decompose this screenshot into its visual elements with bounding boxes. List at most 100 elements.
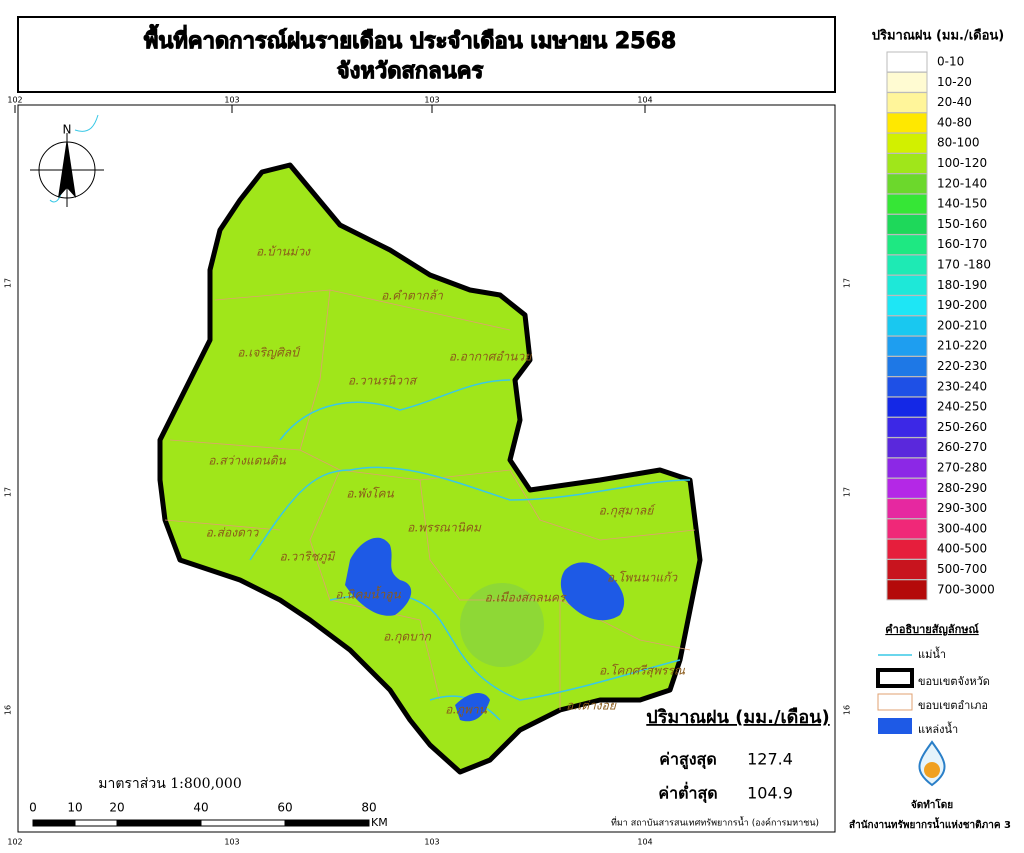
legend-label: 140-150	[937, 197, 987, 211]
legend-label: 160-170	[937, 237, 987, 251]
district-label: อ.สว่างแดนดิน	[208, 454, 286, 468]
scale-tick-label: 0	[29, 801, 37, 815]
legend-label: 200-210	[937, 318, 987, 332]
district-label: อ.เต่างอย	[566, 699, 617, 713]
scale-tick-label: 60	[277, 801, 292, 815]
district-label: อ.วาริชภูมิ	[280, 550, 336, 565]
legend-swatch	[886, 254, 928, 276]
province-boundary	[157, 162, 703, 775]
district-label: อ.อากาศอำนวย	[449, 350, 532, 364]
grid-label-top: 103	[424, 96, 439, 105]
legend-swatch	[886, 376, 928, 398]
legend-label: 500-700	[937, 562, 987, 576]
legend-swatch	[886, 416, 928, 438]
legend-swatch	[886, 437, 928, 459]
legend-swatch	[886, 518, 928, 540]
legend-label: 0-10	[937, 55, 964, 69]
symbols-title: คำอธิบายสัญลักษณ์	[885, 623, 979, 636]
legend-label: 260-270	[937, 440, 987, 454]
credit-label: จัดทำโดย	[911, 798, 953, 811]
scale-tick-label: 20	[109, 801, 124, 815]
legend-label: 120-140	[937, 176, 987, 190]
district-label: อ.นิคมน้ำอูน	[335, 586, 401, 603]
legend-swatch	[886, 274, 928, 296]
max-label: ค่าสูงสุด	[659, 750, 716, 771]
district-symbol	[877, 693, 913, 711]
legend-swatch	[886, 315, 928, 337]
legend-swatch	[886, 153, 928, 174]
symbol-label: แหล่งน้ำ	[918, 721, 958, 736]
district-label: อ.กุสุมาลย์	[599, 504, 657, 519]
district-label: อ.เมืองสกลนคร	[485, 591, 567, 605]
legend-swatch	[886, 92, 928, 114]
district-label: อ.บ้านม่วง	[256, 245, 311, 259]
legend-label: 230-240	[937, 379, 987, 393]
legend-label: 40-80	[937, 115, 972, 129]
symbol-label: ขอบเขตจังหวัด	[918, 675, 990, 688]
grid-label-right: 17	[843, 487, 852, 497]
subtitle: จังหวัดสกลนคร	[337, 59, 484, 84]
rain-zone	[460, 583, 544, 667]
legend-swatch	[886, 477, 928, 499]
legend-swatch	[886, 51, 928, 73]
scale-segment	[32, 819, 76, 827]
legend-title: ปริมาณฝน (มม./เดือน)	[872, 28, 1004, 44]
legend-label: 10-20	[937, 75, 972, 89]
grid-label-top: 102	[7, 96, 22, 105]
legend-swatch	[886, 457, 928, 479]
grid-label-bottom: 103	[424, 838, 439, 847]
grid-label-bottom: 102	[7, 838, 22, 847]
logo	[918, 740, 946, 787]
stats-title: ปริมาณฝน (มม./เดือน)	[646, 707, 829, 728]
scale-tick-label: 10	[67, 801, 82, 815]
district-label: อ.พรรณานิคม	[407, 521, 482, 535]
scale-segment	[200, 819, 286, 827]
legend-swatch	[886, 579, 928, 601]
legend-label: 220-230	[937, 359, 987, 373]
scale-unit: KM	[371, 816, 388, 829]
north-arrow: N	[30, 123, 104, 207]
legend-label: 100-120	[937, 156, 987, 170]
legend-label: 190-200	[937, 298, 987, 312]
legend-swatch	[886, 213, 928, 235]
grid-label-bottom: 103	[224, 838, 239, 847]
legend-label: 290-300	[937, 501, 987, 515]
grid-label-right: 17	[843, 278, 852, 288]
legend-label: 80-100	[937, 136, 980, 150]
legend-label: 210-220	[937, 339, 987, 353]
legend-label: 20-40	[937, 95, 972, 109]
scale-segment	[74, 819, 118, 827]
max-value: 127.4	[747, 750, 793, 769]
legend-label: 280-290	[937, 481, 987, 495]
source: ที่มา สถาบันสารสนเทศทรัพยากรน้ำ (องค์การ…	[611, 816, 819, 829]
legend-swatch	[886, 112, 928, 134]
credit-org: สำนักงานทรัพยากรน้ำแห่งชาติภาค 3	[849, 817, 1011, 831]
legend-swatch	[886, 71, 928, 93]
scale-label: มาตราส่วน 1:800,000	[98, 776, 242, 792]
legend-label: 170 -180	[937, 258, 991, 272]
legend-swatch	[886, 396, 928, 418]
legend-swatch	[886, 132, 928, 154]
scale-tick-label: 80	[361, 801, 376, 815]
district-label: อ.พังโคน	[346, 487, 394, 501]
district-label: อ.ภูพาน	[445, 703, 488, 718]
legend-swatch	[886, 173, 928, 195]
legend-swatch	[886, 335, 928, 357]
legend-label: 250-260	[937, 420, 987, 434]
min-value: 104.9	[747, 784, 793, 803]
district-label: อ.ส่องดาว	[206, 526, 260, 540]
legend-swatch	[886, 538, 928, 560]
grid-label-left: 17	[4, 487, 13, 497]
grid-label-left: 16	[4, 705, 13, 715]
scale-tick-label: 40	[193, 801, 208, 815]
title-box	[17, 16, 836, 93]
legend-swatch	[886, 234, 928, 256]
min-label: ค่าต่ำสุด	[658, 782, 717, 804]
district-label: อ.คำตากล้า	[381, 289, 444, 303]
district-label: อ.เจริญศิลป์	[237, 346, 301, 360]
grid-label-right: 16	[843, 705, 852, 715]
scale-segment	[284, 819, 370, 827]
symbol-label: ขอบเขตอำเภอ	[918, 699, 988, 712]
symbol-label: แม่น้ำ	[918, 646, 946, 661]
